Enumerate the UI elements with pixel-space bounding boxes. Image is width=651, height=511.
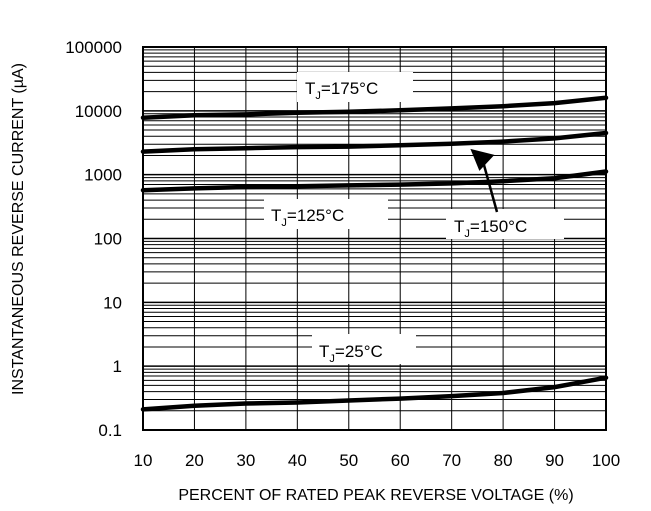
- annotation-box: [312, 334, 416, 364]
- annotation-subscript: J: [329, 353, 335, 365]
- annotation-label: TJ=125°C: [271, 206, 344, 229]
- annotation-rest: =125°C: [287, 206, 344, 225]
- annotation-main: T: [271, 206, 281, 225]
- y-tick-label: 100000: [65, 38, 122, 57]
- annotation-box: [446, 209, 564, 239]
- annotation-rest: =25°C: [335, 342, 383, 361]
- x-tick-label: 80: [494, 451, 513, 470]
- annotation-subscript: J: [464, 228, 470, 240]
- x-tick-label: 10: [134, 451, 153, 470]
- annotation-rest: =150°C: [470, 217, 527, 236]
- annotation-subscript: J: [281, 217, 287, 229]
- x-tick-label: 70: [442, 451, 461, 470]
- y-tick-label: 100: [94, 230, 122, 249]
- y-tick-label: 10: [103, 293, 122, 312]
- y-tick-label: 10000: [75, 102, 122, 121]
- annotation-label: TJ=175°C: [305, 79, 378, 102]
- x-tick-label: 100: [592, 451, 620, 470]
- x-axis-label: PERCENT OF RATED PEAK REVERSE VOLTAGE (%…: [178, 487, 573, 504]
- y-tick-labels: 0.1 1 10 100 1000 10000 100000: [65, 38, 122, 440]
- annotation-subscript: J: [315, 90, 321, 102]
- annotation-rest: =175°C: [321, 79, 378, 98]
- annotation-label: TJ=150°C: [454, 217, 527, 240]
- curve-annotations: TJ=175°CTJ=125°CTJ=150°CTJ=25°C: [264, 72, 564, 365]
- y-tick-label: 0.1: [98, 421, 122, 440]
- y-tick-label: 1: [113, 357, 122, 376]
- x-tick-label: 20: [185, 451, 204, 470]
- x-tick-label: 90: [545, 451, 564, 470]
- x-tick-label: 30: [236, 451, 255, 470]
- annotation-main: T: [305, 79, 315, 98]
- x-tick-label: 60: [391, 451, 410, 470]
- x-tick-label: 40: [288, 451, 307, 470]
- y-axis-label: INSTANTANEOUS REVERSE CURRENT (µA): [10, 63, 27, 395]
- series-line: [140, 95, 609, 120]
- annotation-main: T: [319, 342, 329, 361]
- annotation-label: TJ=25°C: [319, 342, 383, 365]
- series-line: [140, 375, 609, 412]
- x-tick-label: 50: [339, 451, 358, 470]
- annotation-box: [297, 72, 413, 102]
- annotation-arrow-head: [470, 148, 495, 171]
- series-line: [140, 130, 609, 154]
- plot-frame: [142, 46, 607, 431]
- series-line: [140, 169, 609, 193]
- annotation-arrow-shaft: [482, 162, 499, 213]
- y-tick-label: 1000: [84, 166, 122, 185]
- x-tick-labels: 10 20 30 40 50 60 70 80 90 100: [134, 451, 621, 470]
- data-series: [140, 95, 609, 412]
- annotation-main: T: [454, 217, 464, 236]
- annotation-box: [264, 199, 388, 229]
